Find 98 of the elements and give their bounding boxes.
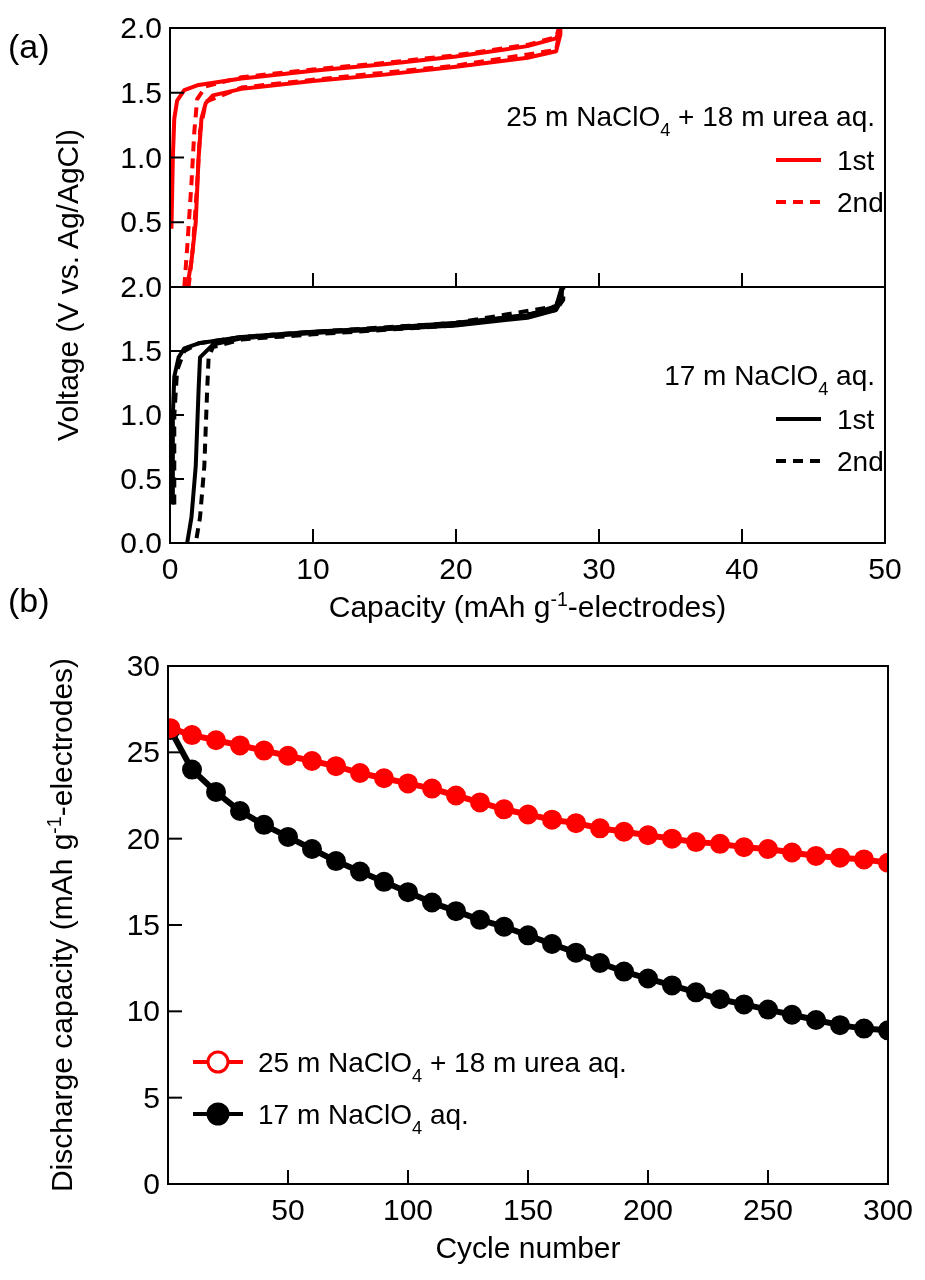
point [470,792,490,813]
legend-label: 2nd [837,187,884,218]
y-tick-label: 0 [143,1167,160,1200]
x-tick-label: 30 [582,552,616,585]
point [758,999,778,1020]
point [566,813,586,834]
point [302,750,322,771]
point [710,989,730,1010]
point [302,839,322,860]
legend-label: 17 m NaClO$_{4}$ aq. [258,1099,469,1138]
point [206,782,226,803]
y-tick-label: 1.5 [120,75,162,109]
point [278,826,298,847]
x-tick-label: 200 [622,1193,674,1226]
x-tick-label: 150 [502,1193,554,1226]
y-tick-label: 0.5 [120,205,162,239]
point [398,773,418,794]
point [638,825,658,846]
y-tick-label: 1.0 [120,140,162,174]
x-tick-label: 20 [439,552,473,585]
point [542,809,562,830]
y-tick-label: 2.0 [120,270,162,303]
x-axis-title: Cycle number [435,1231,621,1264]
y-tick-label: 0.0 [120,526,162,559]
point [542,933,562,954]
point [806,1009,826,1030]
y-axis-title: Voltage (V vs. Ag/AgCl) [51,129,84,441]
point [686,832,706,853]
point [638,968,658,989]
point [446,785,466,806]
point [494,799,514,820]
y-tick-label: 1.0 [120,398,162,431]
point [518,925,538,946]
point [590,952,610,973]
point [470,909,490,930]
point [230,801,250,822]
point [254,814,274,835]
point [830,1015,850,1036]
point [398,882,418,903]
point [590,818,610,839]
point [230,735,250,756]
y-tick-label: 2.0 [120,11,162,44]
y-tick-label: 1.5 [120,334,162,367]
x-axis-title: Capacity (mAh g$^{-1}$-electrodes) [328,588,727,623]
y-tick-label: 5 [143,1080,160,1114]
legend-label: 2nd [837,446,884,477]
x-tick-label: 100 [382,1193,434,1226]
point [566,942,586,963]
point [686,982,706,1003]
point [494,916,514,937]
point [734,837,754,858]
point [446,901,466,922]
legend-title: 25 m NaClO$_{4}$ + 18 m urea aq. [506,101,875,140]
point [734,994,754,1015]
point [326,756,346,777]
point [182,725,202,746]
point [278,745,298,766]
x-tick-label: 250 [742,1193,794,1226]
x-tick-label: 300 [862,1193,914,1226]
point [350,861,370,882]
y-tick-label: 0.5 [120,462,162,495]
y-tick-label: 25 [126,735,160,769]
point [662,975,682,996]
point [326,851,346,872]
point [182,759,202,780]
legend-label: 25 m NaClO$_{4}$ + 18 m urea aq. [258,1047,627,1086]
point [518,804,538,825]
text: (b) [8,581,50,619]
legend-label: 1st [837,404,875,435]
point [374,871,394,892]
point [206,730,226,751]
point [374,768,394,789]
x-tick-label: 10 [296,552,330,585]
point [662,828,682,849]
x-tick-label: 50 [868,552,902,585]
y-tick-label: 30 [126,649,160,682]
point [806,845,826,866]
x-tick-label: 40 [725,552,759,585]
point [782,842,802,863]
x-tick-label: 50 [271,1193,305,1226]
text: (a) [8,27,50,65]
y-tick-label: 10 [126,994,160,1028]
legend-label: 1st [837,145,875,176]
y-tick-label: 20 [126,821,160,855]
point [422,778,442,799]
point [758,839,778,860]
legend-title: 17 m NaClO$_{4}$ aq. [664,360,875,399]
point [854,1018,874,1039]
point [422,892,442,913]
point [854,849,874,870]
y-tick-label: 15 [126,908,160,941]
point [350,763,370,784]
point [254,740,274,761]
point [614,961,634,982]
point [614,821,634,842]
point [830,847,850,868]
point [710,833,730,854]
point [782,1004,802,1025]
